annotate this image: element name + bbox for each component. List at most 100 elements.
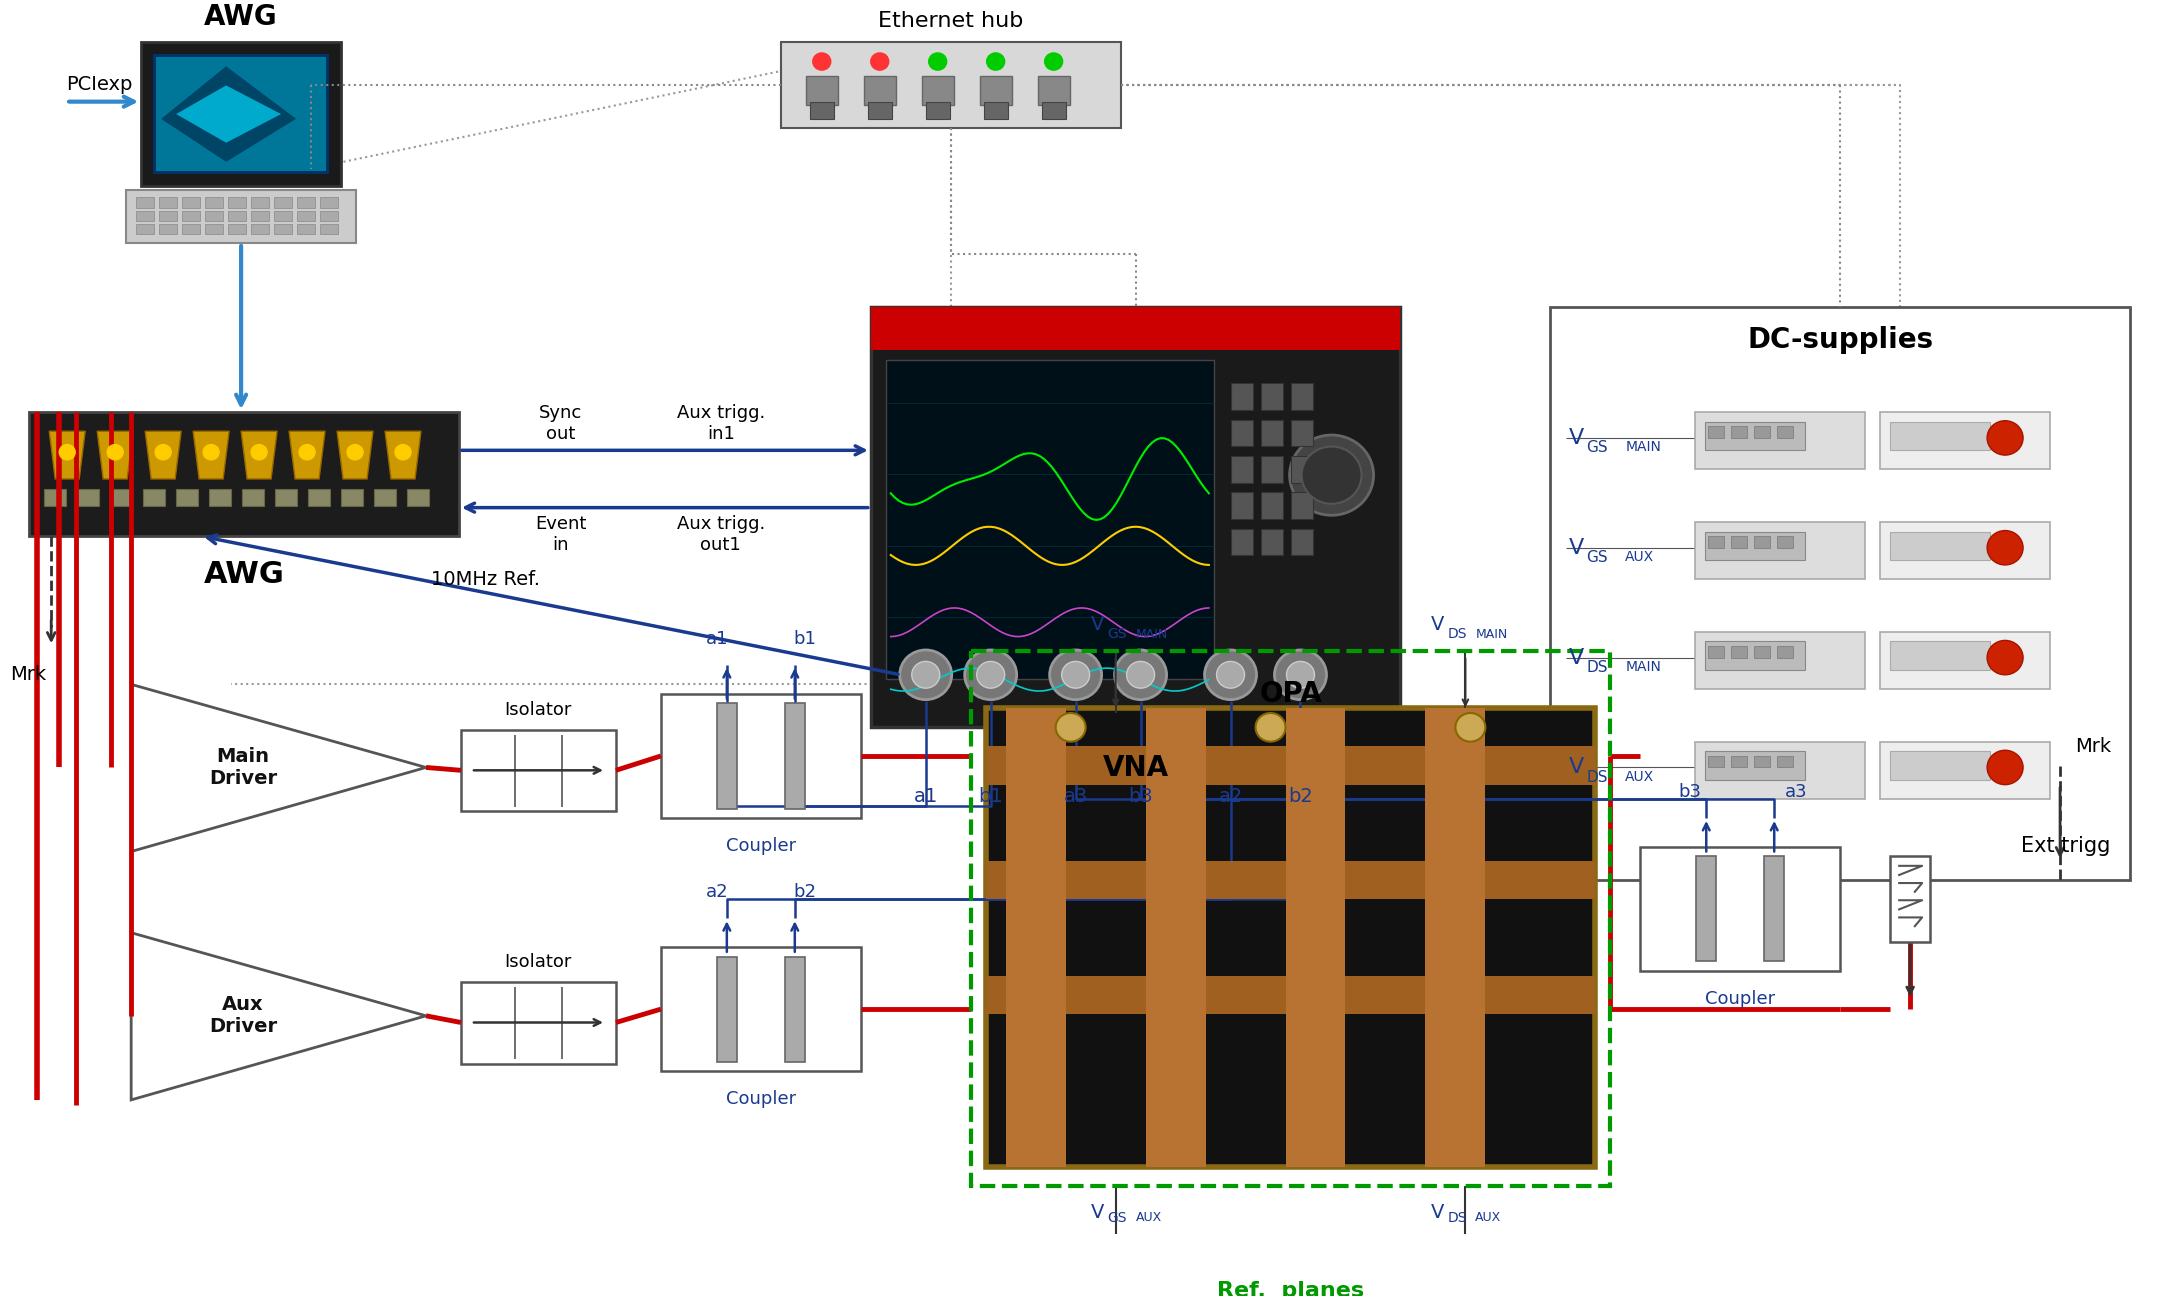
FancyBboxPatch shape [30,412,459,537]
Circle shape [986,53,1004,70]
Text: AUX: AUX [1475,1210,1501,1223]
Circle shape [1045,53,1062,70]
Text: 10MHz Ref.: 10MHz Ref. [430,570,541,588]
Text: GS: GS [1585,550,1607,565]
FancyBboxPatch shape [1261,492,1283,520]
Polygon shape [162,66,296,162]
Text: PCIexp: PCIexp [67,75,132,93]
FancyBboxPatch shape [242,489,264,505]
FancyBboxPatch shape [1778,756,1793,767]
Text: Ext trigg: Ext trigg [2020,836,2111,857]
FancyBboxPatch shape [227,210,247,222]
Circle shape [1205,651,1257,700]
FancyBboxPatch shape [986,746,1596,784]
Polygon shape [193,432,229,480]
Circle shape [965,651,1017,700]
FancyBboxPatch shape [662,693,861,818]
FancyBboxPatch shape [662,947,861,1072]
Text: b1: b1 [978,787,1004,806]
FancyBboxPatch shape [867,101,891,119]
FancyBboxPatch shape [320,197,337,207]
FancyBboxPatch shape [125,191,357,244]
Circle shape [298,445,316,460]
FancyBboxPatch shape [251,197,268,207]
FancyBboxPatch shape [251,210,268,222]
Text: GS: GS [1585,439,1607,455]
FancyBboxPatch shape [275,210,292,222]
Text: b3: b3 [1129,787,1153,806]
FancyBboxPatch shape [1696,412,1865,469]
FancyBboxPatch shape [1231,529,1252,556]
Text: a3: a3 [1064,787,1088,806]
Circle shape [872,53,889,70]
Circle shape [1287,661,1315,688]
Text: GS: GS [1107,1210,1127,1225]
FancyBboxPatch shape [1261,384,1283,411]
Text: DS: DS [1585,770,1607,784]
Circle shape [978,661,1004,688]
FancyBboxPatch shape [1778,426,1793,438]
FancyBboxPatch shape [1704,421,1806,450]
Circle shape [1062,661,1090,688]
FancyBboxPatch shape [342,489,363,505]
Circle shape [251,445,266,460]
FancyBboxPatch shape [1730,756,1748,767]
FancyBboxPatch shape [1880,741,2051,798]
FancyBboxPatch shape [1231,456,1252,483]
FancyBboxPatch shape [1291,529,1313,556]
Text: b1: b1 [794,630,815,648]
Polygon shape [145,432,182,480]
FancyBboxPatch shape [275,197,292,207]
Circle shape [900,651,952,700]
Circle shape [346,445,363,460]
FancyBboxPatch shape [374,489,396,505]
Circle shape [1216,661,1244,688]
Text: Isolator: Isolator [504,953,571,971]
Polygon shape [240,432,277,480]
FancyBboxPatch shape [1043,101,1066,119]
FancyBboxPatch shape [1880,522,2051,579]
FancyBboxPatch shape [1778,647,1793,657]
Text: MAIN: MAIN [1475,629,1508,642]
FancyBboxPatch shape [1778,537,1793,548]
Text: b2: b2 [794,883,815,901]
Circle shape [1127,661,1155,688]
Text: V: V [1090,614,1103,634]
Text: VNA: VNA [1103,754,1168,781]
FancyBboxPatch shape [1006,708,1066,1166]
FancyBboxPatch shape [807,76,837,105]
FancyBboxPatch shape [461,982,616,1064]
FancyBboxPatch shape [1261,456,1283,483]
Text: b3: b3 [1678,783,1702,801]
FancyBboxPatch shape [1730,647,1748,657]
Circle shape [1456,713,1486,741]
FancyBboxPatch shape [1291,456,1313,483]
Text: Mrk: Mrk [2074,737,2111,756]
FancyBboxPatch shape [716,956,738,1061]
FancyBboxPatch shape [1696,522,1865,579]
FancyBboxPatch shape [205,210,223,222]
Text: AUX: AUX [1136,1210,1162,1223]
FancyBboxPatch shape [1038,76,1071,105]
FancyBboxPatch shape [1704,531,1806,560]
Circle shape [928,53,947,70]
Polygon shape [385,432,422,480]
Text: Sync
out: Sync out [539,404,582,443]
FancyBboxPatch shape [1231,492,1252,520]
Text: V: V [1568,648,1583,667]
FancyBboxPatch shape [785,956,805,1061]
FancyBboxPatch shape [110,489,132,505]
Text: a1: a1 [913,787,939,806]
Circle shape [1274,651,1326,700]
FancyBboxPatch shape [1709,426,1724,438]
FancyBboxPatch shape [182,210,201,222]
FancyBboxPatch shape [296,210,316,222]
Text: GS: GS [1107,627,1127,642]
Text: Ref.  planes: Ref. planes [1218,1282,1365,1296]
Circle shape [1988,530,2022,565]
Text: Mrk: Mrk [11,665,45,684]
Text: b2: b2 [1289,787,1313,806]
Circle shape [1289,435,1374,516]
Text: a3: a3 [1784,783,1808,801]
FancyBboxPatch shape [872,307,1399,350]
